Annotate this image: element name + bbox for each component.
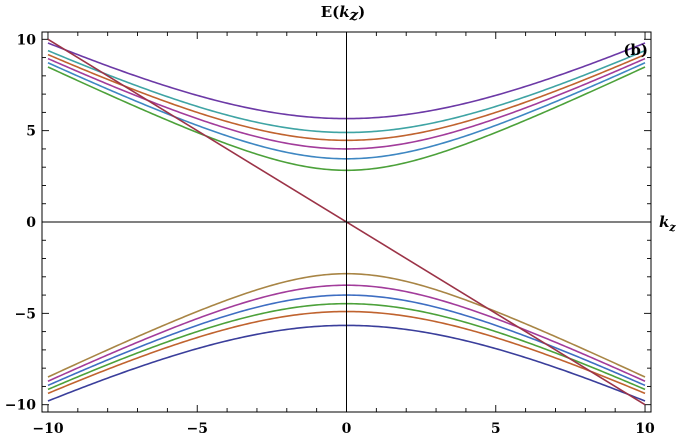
y-tick-label: 0 (26, 215, 36, 231)
axes (42, 32, 651, 412)
y-tick-label: 5 (26, 124, 36, 140)
y-tick-label: −10 (5, 398, 36, 414)
y-tick-label: 10 (17, 32, 37, 48)
x-axis-label: kz (659, 213, 676, 234)
panel-label: (b) (623, 41, 648, 59)
y-tick-label: −5 (15, 306, 36, 322)
x-tick-label: 5 (491, 421, 501, 437)
x-tick-label: 0 (342, 421, 352, 437)
chart-title: E(kz) (321, 3, 366, 24)
ticks: −10 −5 0 5 10 −10 −5 0 5 10 (5, 32, 655, 437)
x-tick-label: −5 (186, 421, 207, 437)
x-tick-label: 10 (635, 421, 655, 437)
x-tick-label: −10 (32, 421, 63, 437)
